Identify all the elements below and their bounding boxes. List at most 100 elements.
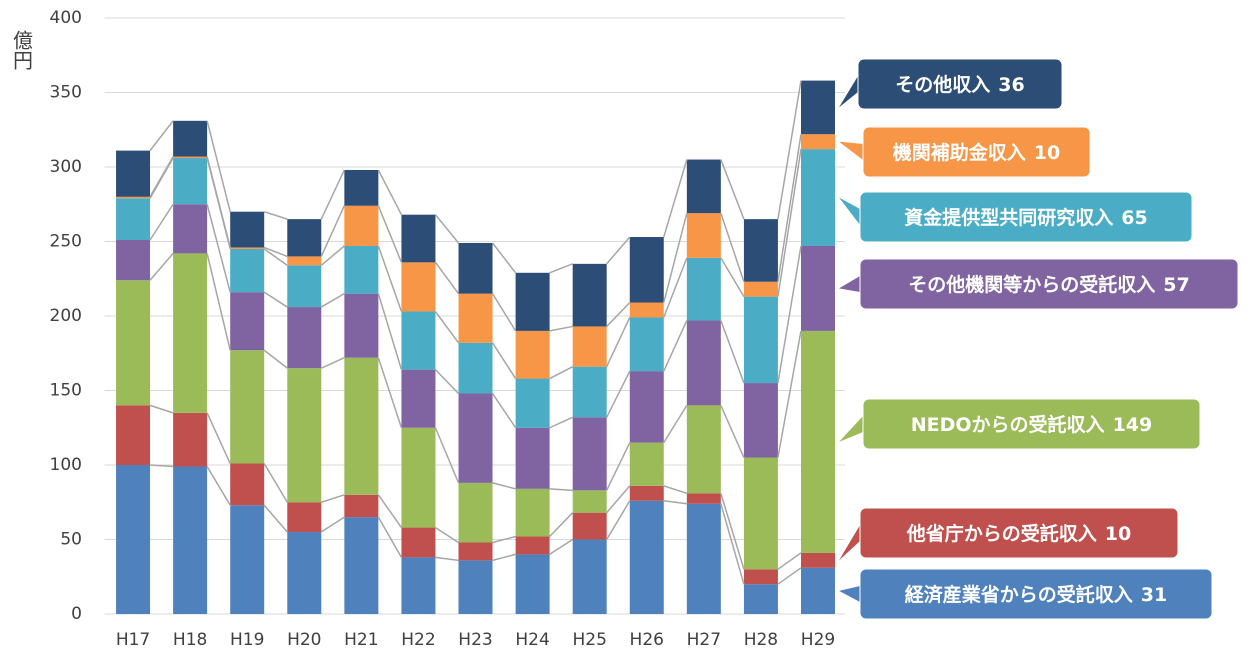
bar-segment — [230, 505, 265, 614]
callout-label: NEDOからの受託収入 149 — [911, 413, 1152, 436]
series-line — [549, 538, 574, 556]
bar-segment — [801, 245, 835, 331]
callout-pointer — [839, 416, 863, 442]
bar-segment — [458, 482, 493, 543]
bar-segment — [458, 293, 493, 343]
value-label: 10 — [1034, 142, 1060, 164]
bar-segment — [287, 368, 322, 503]
bar-segment — [515, 427, 550, 489]
callout-label: 機関補助金収入 10 — [893, 141, 1060, 164]
series-line — [549, 263, 573, 274]
series-line — [377, 205, 403, 263]
series-line — [720, 503, 745, 585]
bar-segment — [116, 240, 151, 281]
bar-segment — [801, 134, 835, 150]
series-line — [492, 553, 516, 562]
bar-segment — [801, 552, 835, 568]
bar-segment — [116, 280, 151, 406]
callout-box — [862, 398, 1201, 450]
series-name: 経済産業省からの受託収入 — [905, 583, 1133, 606]
callout: NEDOからの受託収入 149 — [839, 398, 1201, 450]
series-line — [606, 485, 631, 514]
series-line — [606, 236, 631, 265]
bar-segment — [801, 330, 835, 553]
series-line — [321, 494, 345, 503]
series-line — [263, 463, 288, 503]
series-line — [149, 252, 174, 281]
series-line — [377, 494, 403, 529]
series-line — [435, 526, 459, 544]
y-tick-label: 400 — [50, 8, 82, 28]
bar-segment — [629, 302, 664, 318]
series-line — [549, 365, 574, 380]
bar-segment — [458, 393, 493, 483]
bar-segment — [629, 371, 664, 443]
series-line — [434, 214, 460, 244]
series-line — [606, 317, 631, 367]
value-label: 31 — [1141, 584, 1167, 606]
series-line — [377, 245, 403, 312]
callout-box — [859, 568, 1213, 620]
bar-segment — [116, 465, 151, 614]
series-name: 資金提供型共同研究収入 — [904, 206, 1113, 229]
series-line — [149, 404, 174, 414]
bar-segment — [401, 527, 436, 558]
callout: その他機関等からの受託収入 57 — [839, 258, 1239, 310]
series-line — [263, 504, 288, 533]
bar-segment — [116, 196, 151, 199]
bar-segment — [401, 262, 436, 312]
bar-segment — [572, 539, 607, 614]
x-tick-label: H23 — [458, 630, 492, 650]
series-line — [263, 210, 288, 220]
series-line — [663, 405, 688, 444]
x-tick-label: H27 — [687, 630, 721, 650]
bar-segment — [287, 307, 322, 369]
bar-segment — [401, 557, 436, 614]
y-tick-label: 50 — [60, 530, 82, 550]
bar-segment — [401, 427, 436, 528]
series-line — [720, 320, 745, 384]
value-label: 57 — [1163, 274, 1189, 296]
series-line — [377, 169, 403, 216]
bar-segment — [572, 366, 607, 418]
y-tick-label: 100 — [50, 455, 82, 475]
series-line — [434, 311, 460, 344]
callout-pointer — [839, 525, 860, 561]
series-line — [206, 412, 231, 464]
bar-segment — [116, 405, 151, 465]
series-line — [663, 500, 687, 505]
bar-segment — [173, 204, 208, 254]
bar-segment — [458, 542, 493, 561]
bar-segment — [230, 247, 265, 249]
series-line — [491, 293, 517, 332]
x-tick-label: H18 — [173, 630, 207, 650]
bar-segment — [572, 263, 607, 327]
bar-segment — [515, 536, 550, 555]
bar-segment — [287, 256, 322, 266]
series-line — [777, 552, 802, 570]
bar-segment — [743, 569, 778, 585]
value-label: 149 — [1113, 414, 1153, 436]
series-line — [434, 369, 460, 395]
series-line — [492, 482, 516, 490]
series-line — [263, 291, 288, 308]
bar-segment — [230, 463, 265, 506]
x-tick-label: H28 — [744, 630, 778, 650]
bar-segment — [173, 466, 208, 614]
series-line — [320, 205, 346, 257]
series-line — [377, 357, 403, 428]
series-line — [320, 293, 345, 308]
bar-segment — [458, 242, 493, 294]
series-line — [206, 466, 231, 506]
series-line — [549, 488, 573, 492]
bar-segment — [572, 512, 607, 540]
x-tick-label: H19 — [230, 630, 264, 650]
bar-segment — [743, 296, 778, 384]
x-tick-label: H21 — [344, 630, 378, 650]
series-line — [149, 156, 174, 198]
bar-segment — [629, 500, 664, 614]
series-line — [263, 246, 288, 258]
bar-segment — [572, 490, 607, 513]
series-line — [491, 242, 517, 274]
